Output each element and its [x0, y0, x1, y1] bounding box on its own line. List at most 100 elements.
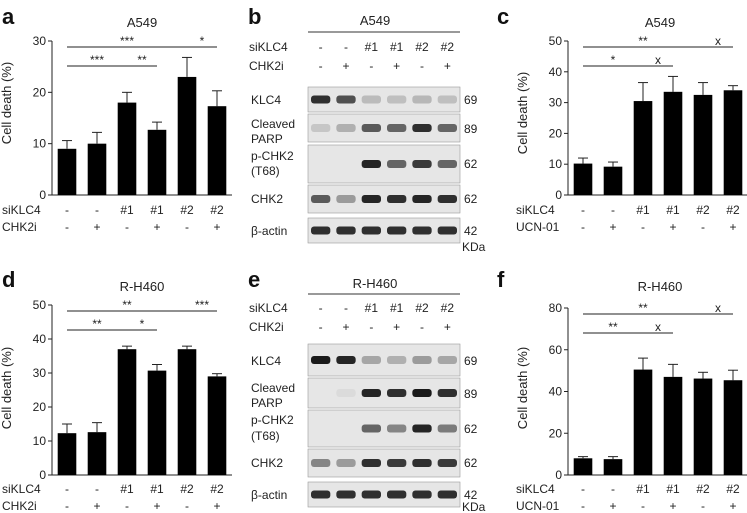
condition-value: #1 — [636, 482, 650, 496]
band-label: CHK2 — [251, 192, 283, 206]
condition-value: - — [65, 482, 69, 496]
condition-value: - — [611, 482, 615, 496]
blot-strip — [307, 481, 461, 508]
y-tick-label: 0 — [555, 468, 562, 482]
condition-value: - — [319, 40, 323, 54]
blot-strip — [307, 86, 461, 113]
condition-row: - - #1 #1 #2 #2 — [65, 203, 224, 217]
blot-band — [437, 195, 457, 203]
condition-value: #1 — [150, 482, 164, 496]
condition-value: - — [185, 499, 189, 513]
blot-band — [387, 195, 407, 203]
blot-band — [437, 389, 457, 397]
condition-value: - — [319, 320, 323, 334]
condition-value: - — [125, 220, 129, 234]
blot-band — [412, 124, 432, 132]
significance-label: x — [715, 34, 721, 48]
blot-strip — [307, 113, 461, 143]
condition-label: UCN-01 — [516, 499, 560, 513]
bar — [723, 380, 743, 475]
significance-label: * — [140, 317, 145, 331]
blot-band — [387, 389, 407, 397]
y-tick-label: 60 — [549, 343, 563, 357]
y-tick-label: 40 — [549, 65, 563, 79]
y-tick-label: 50 — [33, 298, 47, 312]
y-tick-label: 0 — [555, 188, 562, 202]
blot-strip — [307, 448, 461, 478]
bar — [663, 91, 683, 195]
bar — [663, 376, 683, 475]
y-tick-label: 0 — [39, 468, 46, 482]
chart-area-f: 0 20 40 60 80 ** x ** x — [549, 301, 747, 482]
blot-band — [336, 195, 356, 203]
y-tick-label: 20 — [549, 426, 563, 440]
size-unit: KDa — [462, 500, 486, 513]
y-tick-label: 10 — [33, 434, 47, 448]
condition-value: #1 — [365, 301, 379, 315]
condition-value: #2 — [210, 203, 224, 217]
condition-value: + — [444, 59, 451, 73]
blot-band — [437, 160, 457, 168]
bar — [177, 349, 197, 475]
condition-value: + — [729, 499, 736, 513]
y-tick-label: 80 — [549, 301, 563, 315]
condition-label: siKLC4 — [2, 482, 41, 496]
blot-band — [387, 124, 407, 132]
significance-label: ** — [608, 320, 618, 334]
condition-value: + — [609, 220, 616, 234]
condition-value: #1 — [120, 482, 134, 496]
condition-row: - + - + - + — [581, 220, 737, 234]
panel-title: R-H460 — [120, 279, 165, 294]
condition-value: - — [95, 482, 99, 496]
band-size: 42 — [464, 488, 478, 502]
band-label: p-CHK2 — [251, 149, 294, 163]
condition-value: + — [213, 220, 220, 234]
panel-label-a: a — [2, 4, 15, 29]
condition-value: - — [65, 220, 69, 234]
condition-value: - — [641, 220, 645, 234]
condition-value: - — [95, 203, 99, 217]
blot-band — [412, 459, 432, 467]
blot-band — [412, 356, 432, 364]
blot-band — [336, 226, 356, 235]
band-label: p-CHK2 — [251, 413, 294, 427]
blot-band — [361, 124, 381, 132]
condition-value: - — [369, 59, 373, 73]
bar — [633, 101, 653, 195]
band-size: 62 — [464, 422, 478, 436]
condition-label: CHK2i — [2, 220, 37, 234]
condition-value: + — [342, 320, 349, 334]
condition-label: siKLC4 — [249, 301, 288, 315]
condition-value: - — [581, 203, 585, 217]
blot-band — [412, 424, 432, 433]
significance-label: *** — [90, 53, 104, 67]
condition-label: CHK2i — [249, 320, 284, 334]
blot-area-b — [307, 86, 461, 244]
blot-band — [387, 95, 407, 104]
bar — [693, 94, 713, 195]
significance-label: ** — [92, 317, 102, 331]
condition-value: #2 — [726, 203, 740, 217]
bar — [147, 370, 167, 475]
condition-value: + — [393, 320, 400, 334]
blot-band — [387, 356, 407, 364]
condition-value: + — [609, 499, 616, 513]
blot-band — [361, 389, 381, 397]
blot-band — [387, 160, 407, 168]
panel-title: A549 — [645, 15, 675, 30]
condition-label: siKLC4 — [249, 40, 288, 54]
band-label: (T68) — [251, 429, 280, 443]
band-label: CHK2 — [251, 456, 283, 470]
bar — [57, 433, 77, 475]
significance-label: x — [655, 320, 661, 334]
condition-value: #2 — [696, 203, 710, 217]
condition-value: - — [344, 301, 348, 315]
blot-band — [412, 195, 432, 203]
panel-e: e R-H460 siKLC4 CHK2i - - #1 #1 #2 #2 - + - + - + … — [248, 267, 486, 513]
blot-area-e — [307, 343, 461, 508]
condition-value: #2 — [415, 301, 429, 315]
